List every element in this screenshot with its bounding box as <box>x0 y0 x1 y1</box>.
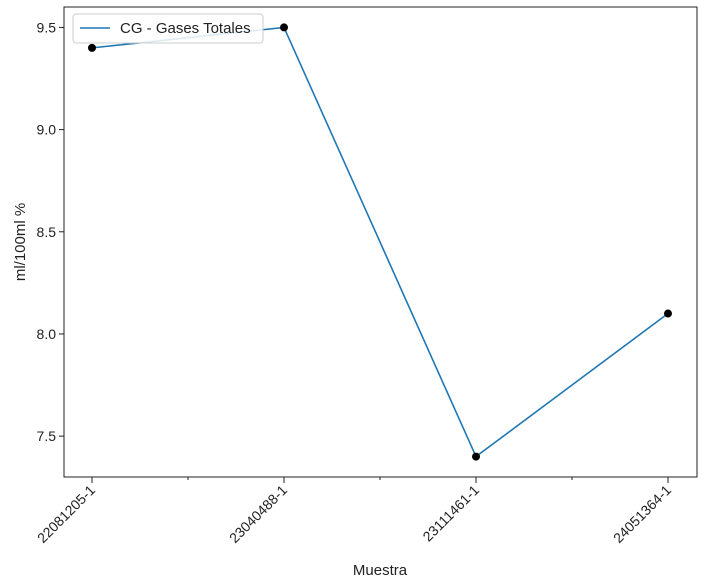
legend-box <box>72 13 264 44</box>
data-point <box>472 452 480 461</box>
y-tick-label: 9.0 <box>37 122 57 138</box>
series-line <box>91 26 669 458</box>
y-axis-title: ml/100ml % <box>12 203 29 281</box>
x-tick-label: 24051364-1 <box>610 482 674 546</box>
data-point <box>88 43 96 52</box>
x-tick-label: 22081205-1 <box>34 482 98 546</box>
x-tick-label: 23111461-1 <box>419 482 482 545</box>
legend: CG - Gases Totales <box>72 13 264 44</box>
y-tick-label: 8.0 <box>37 326 57 342</box>
x-axis-title: Muestra <box>353 562 408 579</box>
y-tick-label: 8.5 <box>37 224 57 240</box>
y-tick-label: 7.5 <box>37 428 57 444</box>
x-axis: 22081205-1 23040488-1 23111461-1 24051364-1 <box>34 477 674 546</box>
y-axis: 7.5 8.0 8.5 9.0 9.5 <box>37 19 64 444</box>
series-layer <box>88 23 672 461</box>
x-tick-label: 23040488-1 <box>226 482 290 546</box>
y-tick-label: 9.5 <box>37 19 57 35</box>
data-point <box>664 309 672 318</box>
data-point <box>280 23 288 32</box>
legend-label: CG - Gases Totales <box>120 20 251 37</box>
